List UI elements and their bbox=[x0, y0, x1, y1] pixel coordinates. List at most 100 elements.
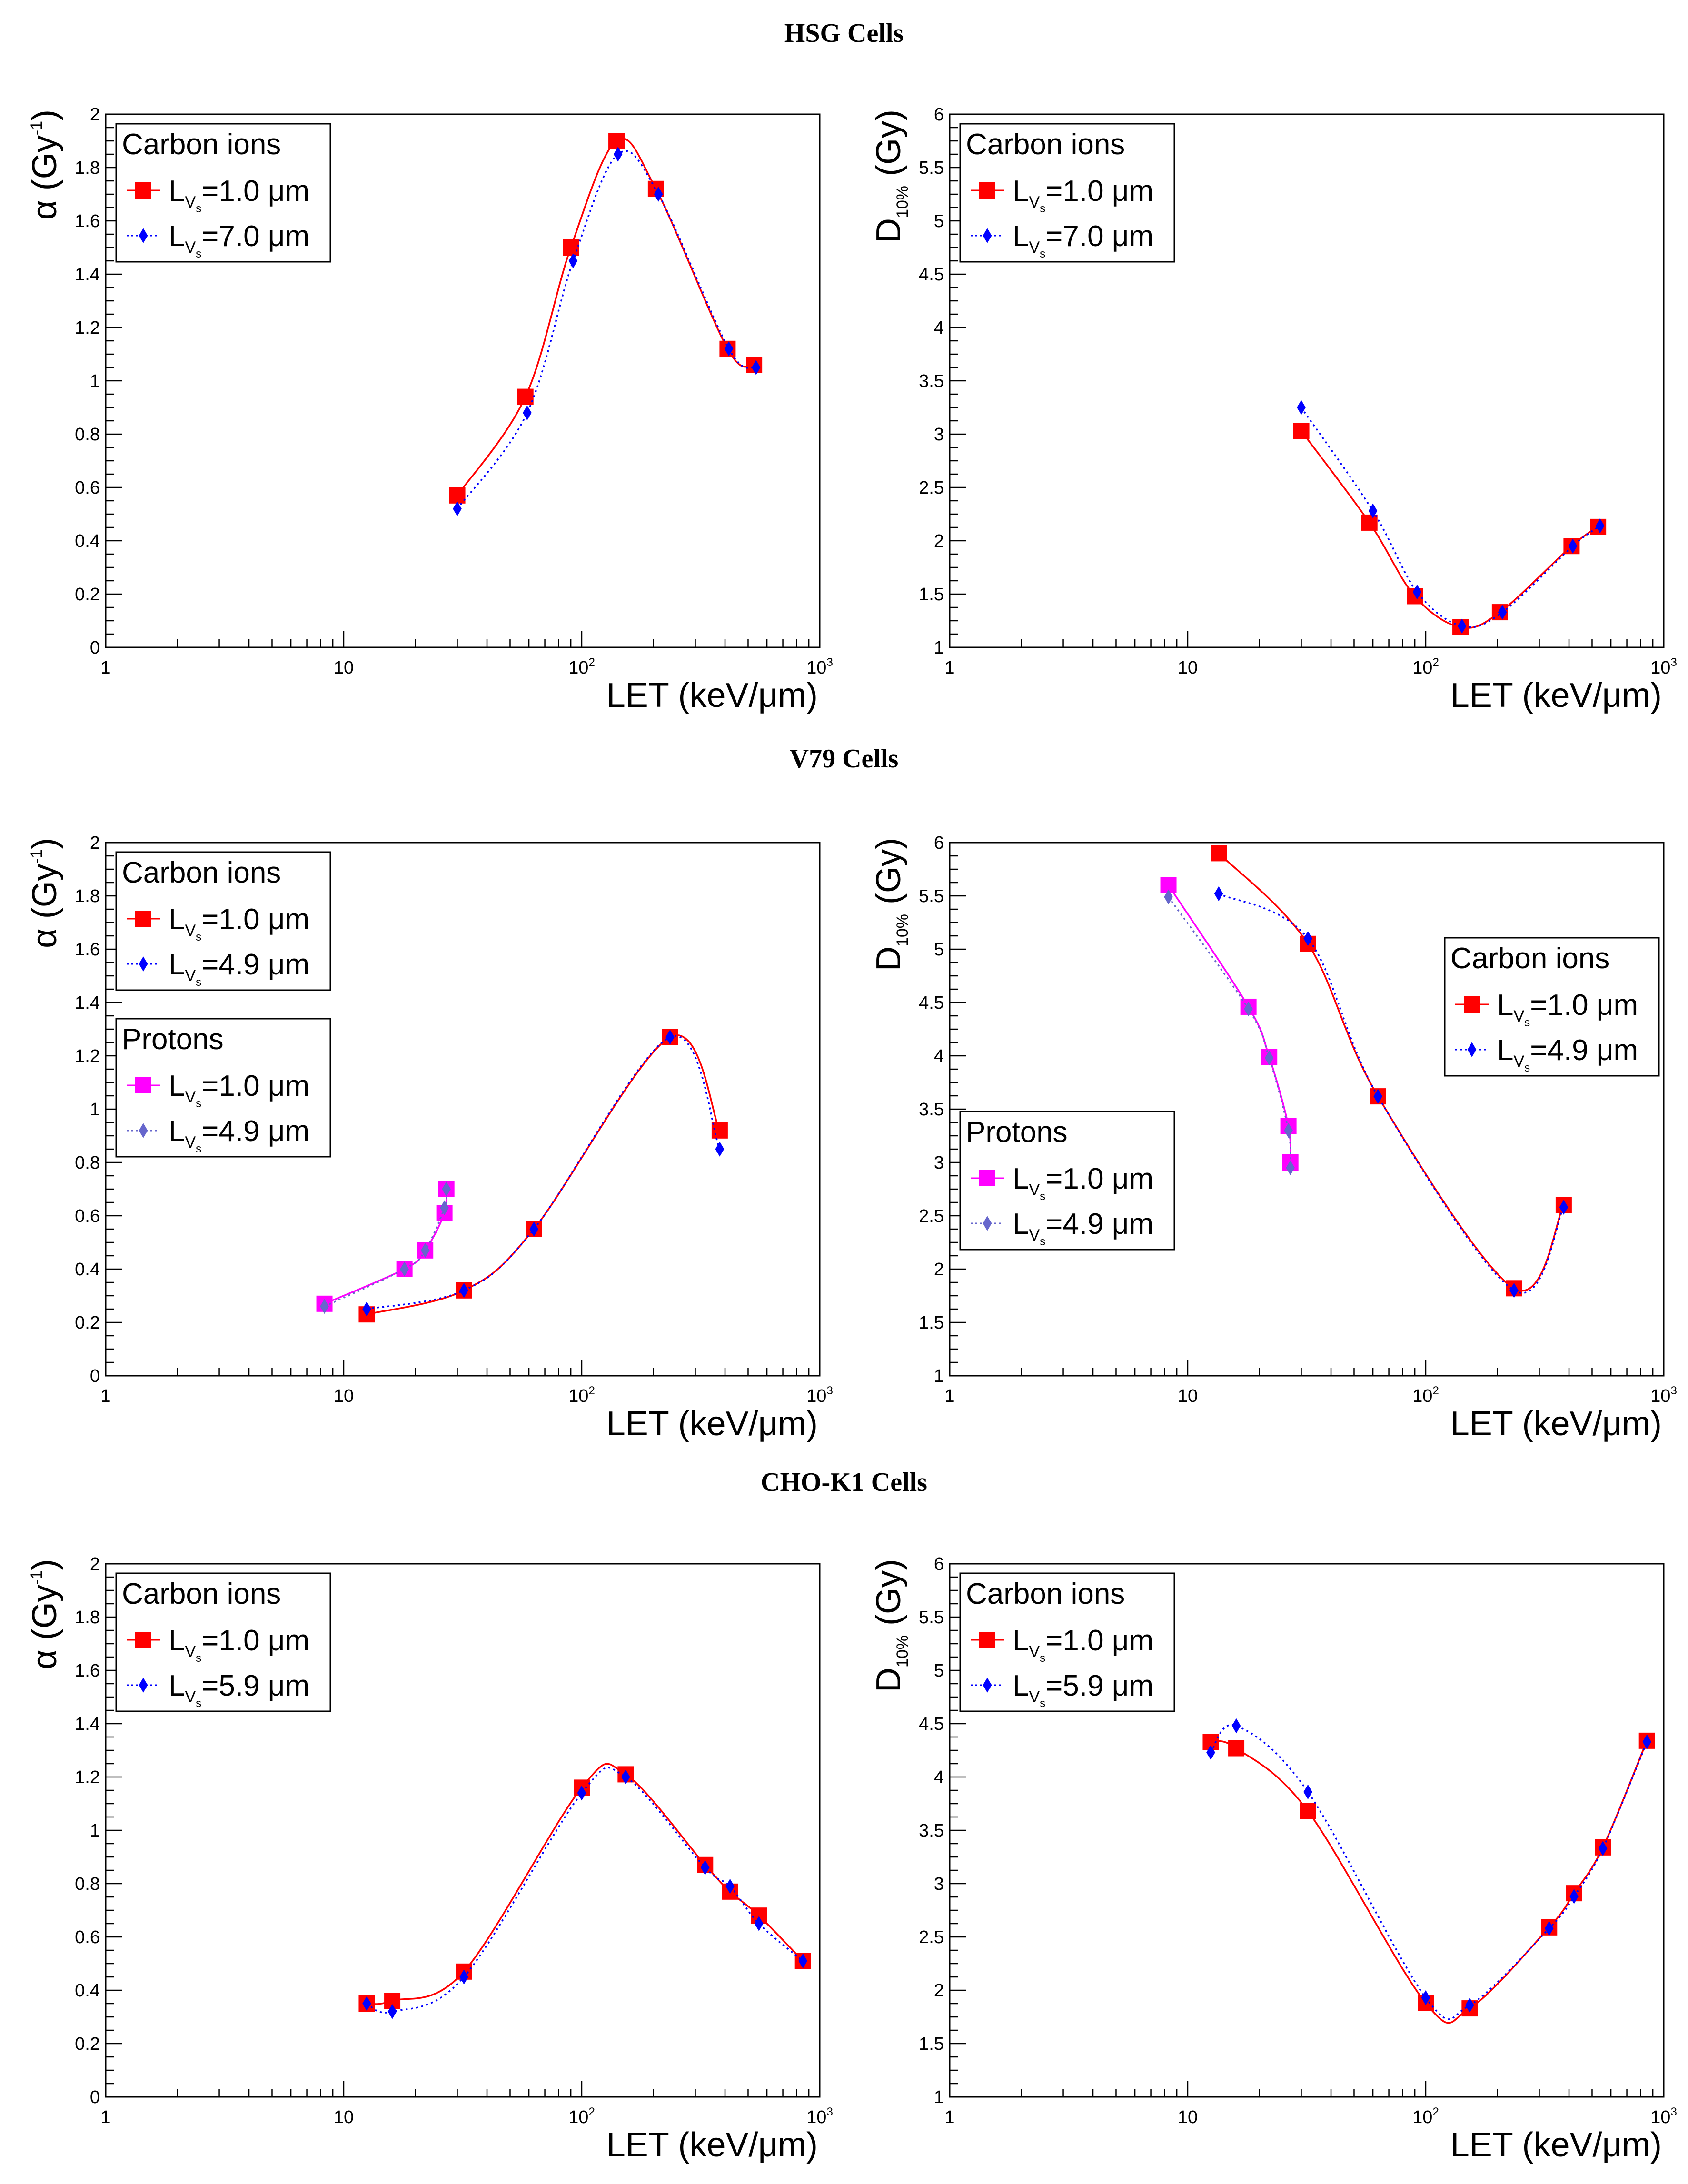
y-tick-label: 2 bbox=[90, 105, 100, 125]
x-tick-label: 103 bbox=[1650, 1384, 1677, 1406]
legend-title: Carbon ions bbox=[966, 1578, 1125, 1610]
y-tick-label: 1.5 bbox=[919, 585, 944, 605]
y-axis-title: D10% (Gy) bbox=[870, 838, 912, 971]
x-tick-label: 102 bbox=[568, 656, 595, 678]
x-tick-label: 10 bbox=[334, 2107, 354, 2127]
data-point bbox=[449, 487, 466, 504]
series-line bbox=[1301, 431, 1599, 628]
y-tick-label: 0.8 bbox=[75, 425, 100, 445]
y-tick-label: 4 bbox=[934, 318, 944, 338]
y-tick-label: 1.8 bbox=[75, 158, 100, 178]
y-tick-label: 0.4 bbox=[75, 1260, 100, 1280]
y-tick-label: 0.6 bbox=[75, 1206, 100, 1226]
series-line bbox=[1211, 1741, 1647, 2023]
y-tick-label: 1 bbox=[934, 638, 944, 658]
data-point bbox=[1303, 1785, 1312, 1800]
data-point bbox=[712, 1122, 728, 1139]
y-axis-title: D10% (Gy) bbox=[870, 1559, 912, 1692]
series-line bbox=[367, 1036, 719, 1309]
y-tick-label: 3 bbox=[934, 1153, 944, 1173]
legend-marker bbox=[979, 1632, 995, 1648]
series-line bbox=[1211, 1725, 1647, 2019]
legend-marker bbox=[135, 1632, 151, 1648]
legend-title: Carbon ions bbox=[966, 128, 1125, 161]
x-tick-label: 103 bbox=[1650, 2105, 1677, 2127]
x-tick-label: 102 bbox=[1412, 656, 1439, 678]
y-tick-label: 1 bbox=[90, 1821, 100, 1841]
legend-marker bbox=[1464, 996, 1480, 1013]
legend-protons: Protons LVs=1.0 μm LVs=4.9 μm bbox=[960, 1112, 1174, 1250]
x-tick-label: 1 bbox=[944, 2107, 954, 2127]
y-tick-label: 0 bbox=[90, 638, 100, 658]
x-tick-label: 102 bbox=[568, 2105, 595, 2127]
data-point bbox=[608, 133, 625, 149]
y-tick-label: 1 bbox=[90, 1100, 100, 1120]
x-tick-label: 10 bbox=[1178, 1386, 1198, 1406]
legend-marker bbox=[135, 182, 151, 199]
chart-hsg-alpha: 1 10 102 103 0 0.2 0.4 0.6 0.8 1 1.2 1.4 1.6 1.8 2 LET … bbox=[0, 95, 844, 733]
legend-marker bbox=[135, 911, 151, 927]
y-tick-label: 2.5 bbox=[919, 1206, 944, 1226]
y-tick-label: 1.8 bbox=[75, 886, 100, 906]
chart-v79-alpha: 1 10 102 10300.20.40.60.811.21.41.61.82LET … bbox=[0, 824, 844, 1461]
y-tick-label: 3 bbox=[934, 1874, 944, 1894]
x-tick-label: 1 bbox=[100, 1386, 110, 1406]
y-axis-title: α (Gy-1) bbox=[26, 1559, 64, 1669]
x-axis-title: LET (keV/μm) bbox=[606, 1405, 818, 1443]
y-tick-label: 0 bbox=[90, 2087, 100, 2107]
y-tick-label: 5 bbox=[934, 211, 944, 231]
y-tick-label: 3.5 bbox=[919, 371, 944, 391]
x-tick-label: 10 bbox=[334, 658, 354, 678]
y-tick-label: 1.6 bbox=[75, 1661, 100, 1681]
x-tick-label: 103 bbox=[806, 2105, 833, 2127]
y-tick-label: 5.5 bbox=[919, 158, 944, 178]
y-axis-title: α (Gy-1) bbox=[26, 109, 64, 220]
y-tick-label: 1.6 bbox=[75, 211, 100, 231]
y-tick-label: 1 bbox=[934, 2087, 944, 2107]
y-tick-label: 0.4 bbox=[75, 1981, 100, 2001]
y-tick-label: 4.5 bbox=[919, 1714, 944, 1734]
section-title-cho: CHO-K1 Cells bbox=[0, 1467, 1688, 1498]
x-tick-label: 1 bbox=[944, 1386, 954, 1406]
chart-cho-alpha: 1 10 102 10300.20.40.60.811.21.41.61.82LET … bbox=[0, 1545, 844, 2183]
y-tick-label: 0.6 bbox=[75, 478, 100, 498]
y-tick-label: 5.5 bbox=[919, 1608, 944, 1628]
y-tick-label: 1.4 bbox=[75, 265, 100, 285]
y-tick-label: 1.4 bbox=[75, 1714, 100, 1734]
y-tick-label: 4 bbox=[934, 1046, 944, 1066]
y-tick-label: 0.2 bbox=[75, 585, 100, 605]
y-tick-label: 4.5 bbox=[919, 265, 944, 285]
data-point bbox=[1214, 886, 1223, 902]
legend-title: Carbon ions bbox=[1450, 942, 1609, 975]
y-axis-title: α (Gy-1) bbox=[26, 838, 64, 948]
y-tick-label: 3 bbox=[934, 425, 944, 445]
y-tick-label: 0.8 bbox=[75, 1874, 100, 1894]
y-tick-label: 1.4 bbox=[75, 993, 100, 1013]
series-line bbox=[1301, 407, 1600, 627]
series-line bbox=[457, 139, 755, 496]
series-line bbox=[457, 151, 756, 509]
x-tick-label: 1 bbox=[100, 658, 110, 678]
y-tick-label: 2.5 bbox=[919, 478, 944, 498]
legend-title: Protons bbox=[966, 1116, 1068, 1149]
y-tick-label: 1.2 bbox=[75, 1046, 100, 1066]
x-axis-title: LET (keV/μm) bbox=[1450, 1405, 1662, 1443]
data-point bbox=[715, 1142, 725, 1157]
y-tick-label: 4 bbox=[934, 1767, 944, 1787]
chart-cho-d10: 1 10 102 10311.522.533.544.555.56LET (keV/μ… bbox=[844, 1545, 1688, 2183]
y-tick-label: 2 bbox=[934, 1260, 944, 1280]
y-tick-label: 4.5 bbox=[919, 993, 944, 1013]
y-tick-label: 0 bbox=[90, 1366, 100, 1386]
legend-title: Carbon ions bbox=[122, 1578, 281, 1610]
chart-hsg-d10: 1 10 102 103 1 1.5 2 2.5 3 3.5 4 4.5 5 5.5 6 LET (keV/μ… bbox=[844, 95, 1688, 733]
legend-carbon-ions: Carbon ionsLVs=1.0 μmLVs=5.9 μm bbox=[116, 1573, 330, 1711]
y-tick-label: 1 bbox=[934, 1366, 944, 1386]
y-tick-label: 2 bbox=[90, 1554, 100, 1574]
y-tick-label: 2 bbox=[90, 833, 100, 853]
legend-title: Protons bbox=[122, 1023, 224, 1056]
legend-carbon-ions: Carbon ions LVs=1.0 μm LVs=4.9 μm bbox=[1445, 938, 1659, 1076]
x-tick-label: 1 bbox=[944, 658, 954, 678]
y-tick-label: 2 bbox=[934, 1981, 944, 2001]
x-tick-label: 10 bbox=[1178, 658, 1198, 678]
legend-marker bbox=[979, 182, 995, 199]
